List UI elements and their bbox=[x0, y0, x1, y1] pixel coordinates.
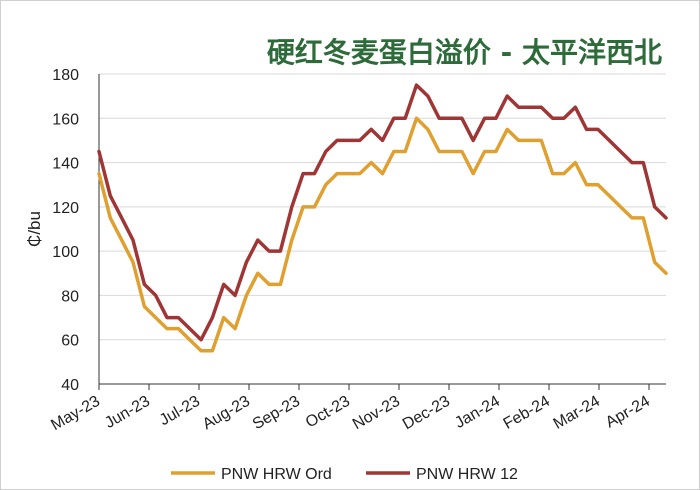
y-tick-label: 120 bbox=[52, 200, 79, 217]
y-tick-label: 60 bbox=[61, 333, 79, 350]
y-tick-label: 180 bbox=[52, 67, 79, 84]
chart-title: 硬红冬麦蛋白溢价 - 太平洋西北 bbox=[267, 36, 662, 69]
legend-label-2: PNW HRW 12 bbox=[416, 466, 518, 483]
series-lines bbox=[97, 83, 668, 353]
y-tick-label: 100 bbox=[52, 244, 79, 261]
legend: PNW HRW Ord PNW HRW 12 bbox=[171, 466, 518, 483]
legend-label-1: PNW HRW Ord bbox=[221, 466, 332, 483]
y-tick-label: 160 bbox=[52, 111, 79, 128]
y-tick-label: 80 bbox=[61, 288, 79, 305]
grid bbox=[98, 73, 666, 385]
y-tick-label: 140 bbox=[52, 156, 79, 173]
y-tick-label: 40 bbox=[61, 377, 79, 394]
y-tick-labels: 40 60 80 100 120 140 160 180 bbox=[52, 67, 79, 394]
series-line-1 bbox=[97, 116, 668, 353]
y-axis-label: ₵/bu bbox=[25, 211, 44, 247]
series-line-2 bbox=[97, 83, 668, 342]
